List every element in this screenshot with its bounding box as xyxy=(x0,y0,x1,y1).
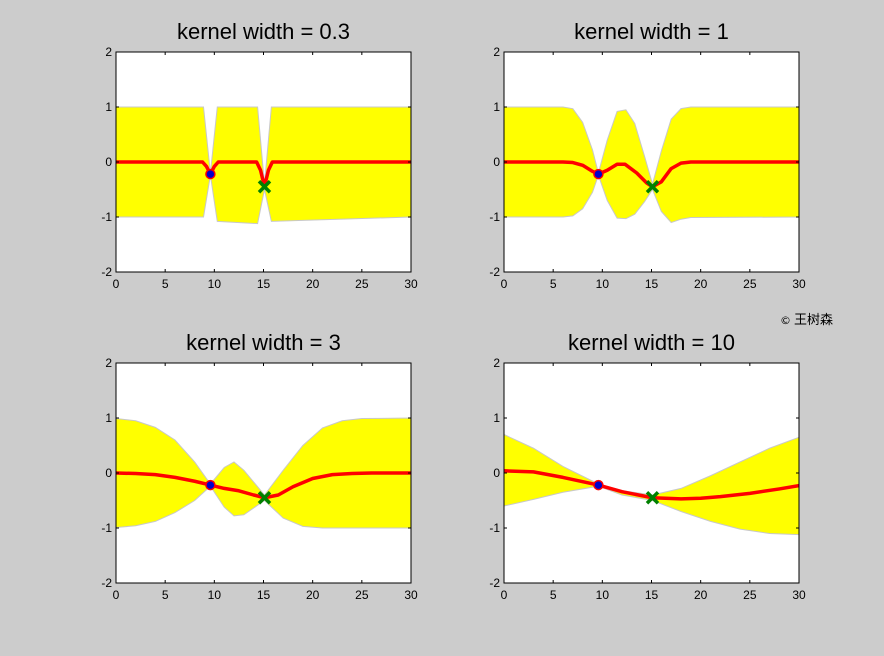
y-tick-label: 2 xyxy=(105,356,112,370)
observed-point xyxy=(205,168,216,180)
y-tick-label: 2 xyxy=(493,45,500,59)
x-tick-label: 0 xyxy=(501,588,508,602)
plot-content xyxy=(504,106,799,224)
watermark: © 王树森 xyxy=(780,309,833,328)
plot-content xyxy=(116,106,411,225)
y-tick-label: 2 xyxy=(493,356,500,370)
y-tick-label: -2 xyxy=(489,576,500,590)
new-point-marker xyxy=(257,180,272,194)
panel-title: kernel width = 1 xyxy=(574,19,729,44)
mean-curve xyxy=(504,160,799,189)
x-tick-label: 30 xyxy=(404,588,418,602)
x-tick-label: 15 xyxy=(257,588,271,602)
x-tick-label: 5 xyxy=(550,277,557,291)
copyright-icon: © xyxy=(780,314,791,327)
x-tick-label: 30 xyxy=(404,277,418,291)
x-tick-label: 10 xyxy=(596,588,610,602)
x-tick-label: 25 xyxy=(743,277,757,291)
y-tick-label: 0 xyxy=(105,466,112,480)
confidence-band xyxy=(116,106,411,225)
new-point-marker xyxy=(645,180,660,194)
panel-title: kernel width = 0.3 xyxy=(177,19,350,44)
y-tick-label: -1 xyxy=(489,210,500,224)
observed-point xyxy=(593,479,604,491)
confidence-band xyxy=(116,417,411,529)
y-tick-label: -2 xyxy=(101,576,112,590)
x-tick-label: 20 xyxy=(306,277,320,291)
mean-curve xyxy=(116,471,411,500)
panel-title: kernel width = 10 xyxy=(568,330,735,355)
x-tick-label: 5 xyxy=(162,277,169,291)
x-tick-label: 5 xyxy=(550,588,557,602)
y-tick-label: 0 xyxy=(105,155,112,169)
panel-4: 0 5 10 15 20 25 30 -2 -1 0 1 2 kernel width = 10 xyxy=(489,330,806,602)
y-tick-label: 0 xyxy=(493,155,500,169)
confidence-band xyxy=(504,106,799,224)
panel-2: 0 5 10 15 20 25 30 -2 -1 0 1 2 kernel width = 1 xyxy=(489,19,806,291)
y-tick-label: -2 xyxy=(489,265,500,279)
panel-1: 0 5 10 15 20 25 30 -2 -1 0 1 2 kernel width = 0.3 xyxy=(101,19,418,291)
x-tick-label: 15 xyxy=(645,277,659,291)
x-tick-label: 20 xyxy=(694,588,708,602)
x-tick-label: 20 xyxy=(694,277,708,291)
observed-point xyxy=(205,479,216,491)
y-tick-label: -1 xyxy=(101,210,112,224)
x-tick-label: 10 xyxy=(208,588,222,602)
observed-point xyxy=(593,168,604,180)
x-tick-label: 15 xyxy=(645,588,659,602)
y-tick-label: 1 xyxy=(493,411,500,425)
x-tick-label: 15 xyxy=(257,277,271,291)
x-tick-label: 30 xyxy=(792,277,806,291)
x-tick-label: 0 xyxy=(113,588,120,602)
x-tick-label: 0 xyxy=(501,277,508,291)
plot-content xyxy=(116,417,411,529)
mean-curve xyxy=(504,469,799,501)
x-tick-label: 30 xyxy=(792,588,806,602)
x-tick-label: 0 xyxy=(113,277,120,291)
panel-3: 0 5 10 15 20 25 30 -2 -1 0 1 2 kernel width = 3 xyxy=(101,330,418,602)
x-tick-label: 25 xyxy=(355,277,369,291)
x-tick-label: 10 xyxy=(208,277,222,291)
y-tick-label: -1 xyxy=(489,521,500,535)
new-point-marker xyxy=(645,491,660,505)
y-tick-label: 0 xyxy=(493,466,500,480)
x-tick-label: 5 xyxy=(162,588,169,602)
x-tick-label: 20 xyxy=(306,588,320,602)
new-point-marker xyxy=(257,491,272,505)
x-tick-label: 25 xyxy=(355,588,369,602)
x-tick-label: 10 xyxy=(596,277,610,291)
y-tick-label: 1 xyxy=(493,100,500,114)
y-tick-label: 2 xyxy=(105,45,112,59)
mean-curve xyxy=(116,160,411,189)
y-tick-label: 1 xyxy=(105,100,112,114)
panel-title: kernel width = 3 xyxy=(186,330,341,355)
y-tick-label: -2 xyxy=(101,265,112,279)
watermark-text: 王树森 xyxy=(794,313,834,328)
y-tick-label: -1 xyxy=(101,521,112,535)
plot-content xyxy=(504,433,799,536)
y-tick-label: 1 xyxy=(105,411,112,425)
x-tick-label: 25 xyxy=(743,588,757,602)
